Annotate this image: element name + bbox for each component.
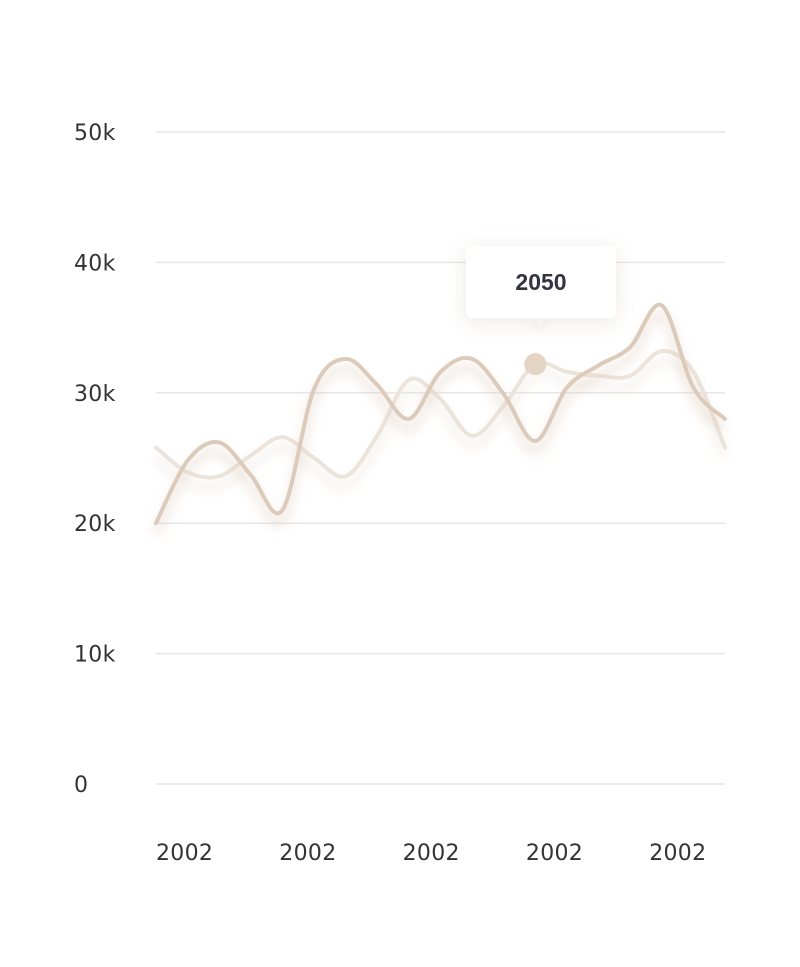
x-tick-label-3: 2002 xyxy=(526,841,583,866)
series-0-line xyxy=(154,349,727,480)
y-axis: 0 10k 20k 30k 40k 50k xyxy=(74,121,116,798)
tooltip-value: 2050 xyxy=(515,268,567,295)
y-tick-label-5: 50k xyxy=(74,121,116,146)
series-1-shadow xyxy=(151,309,729,536)
y-tick-label-3: 30k xyxy=(74,382,116,407)
series-1-line xyxy=(154,302,727,526)
y-tick-label-2: 20k xyxy=(74,512,116,537)
y-tick-label-0: 0 xyxy=(74,773,88,798)
highlight-point xyxy=(524,353,547,376)
y-tick-label-4: 40k xyxy=(74,251,116,276)
grid-lines xyxy=(156,131,725,785)
marker-layer xyxy=(524,353,547,376)
y-tick-label-1: 10k xyxy=(74,643,116,668)
x-tick-label-2: 2002 xyxy=(403,841,460,866)
x-tick-label-4: 2002 xyxy=(649,841,706,866)
value-tooltip: 2050 xyxy=(466,246,616,318)
x-tick-label-1: 2002 xyxy=(279,841,336,866)
x-axis: 2002 2002 2002 2002 2002 xyxy=(156,841,706,866)
series-layer xyxy=(151,302,730,536)
series-0-shadow xyxy=(152,356,730,493)
x-tick-label-0: 2002 xyxy=(156,841,213,866)
